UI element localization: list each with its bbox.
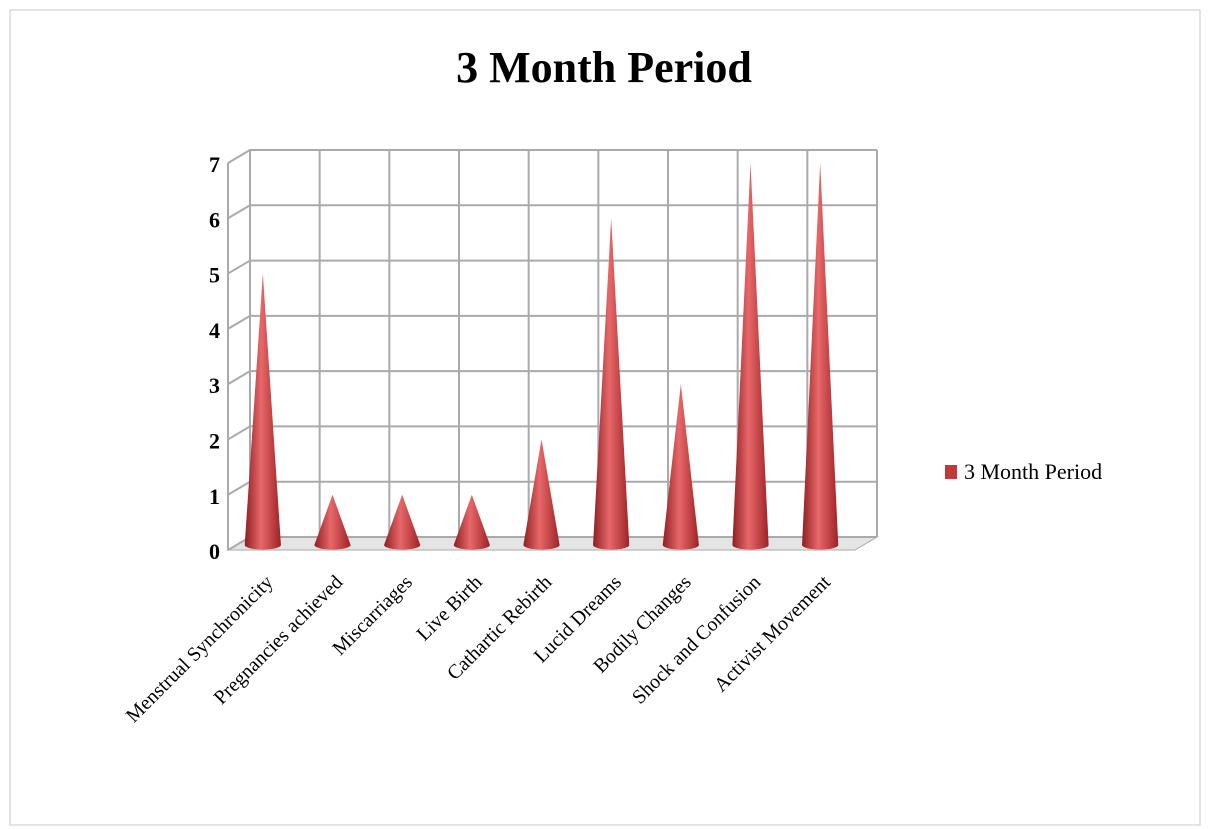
y-tick-label: 1 bbox=[209, 484, 220, 509]
y-tick-label: 3 bbox=[209, 373, 220, 398]
cone-body bbox=[593, 218, 630, 550]
cone bbox=[662, 384, 699, 550]
y-tick-label: 2 bbox=[209, 428, 220, 453]
chart-title: 3 Month Period bbox=[456, 43, 752, 92]
cone-body bbox=[802, 163, 839, 550]
cone bbox=[244, 273, 281, 550]
cone bbox=[523, 439, 560, 550]
cone-body bbox=[384, 494, 421, 550]
y-tick-label: 4 bbox=[209, 318, 220, 343]
cone-body bbox=[314, 494, 351, 550]
cone bbox=[732, 163, 769, 550]
y-tick-label: 7 bbox=[209, 152, 220, 177]
cone-body bbox=[453, 494, 490, 550]
cone-body bbox=[523, 439, 560, 550]
legend-swatch bbox=[945, 465, 957, 479]
y-tick-label: 6 bbox=[209, 207, 220, 232]
cone-body bbox=[732, 163, 769, 550]
cone bbox=[802, 163, 839, 550]
cone bbox=[314, 494, 351, 550]
y-tick-label: 5 bbox=[209, 263, 220, 288]
legend-label: 3 Month Period bbox=[964, 459, 1102, 484]
cone-body bbox=[244, 273, 281, 550]
cone bbox=[384, 494, 421, 550]
cone-body bbox=[662, 384, 699, 550]
cone bbox=[593, 218, 630, 550]
y-tick-label: 0 bbox=[209, 539, 220, 564]
cone bbox=[453, 494, 490, 550]
